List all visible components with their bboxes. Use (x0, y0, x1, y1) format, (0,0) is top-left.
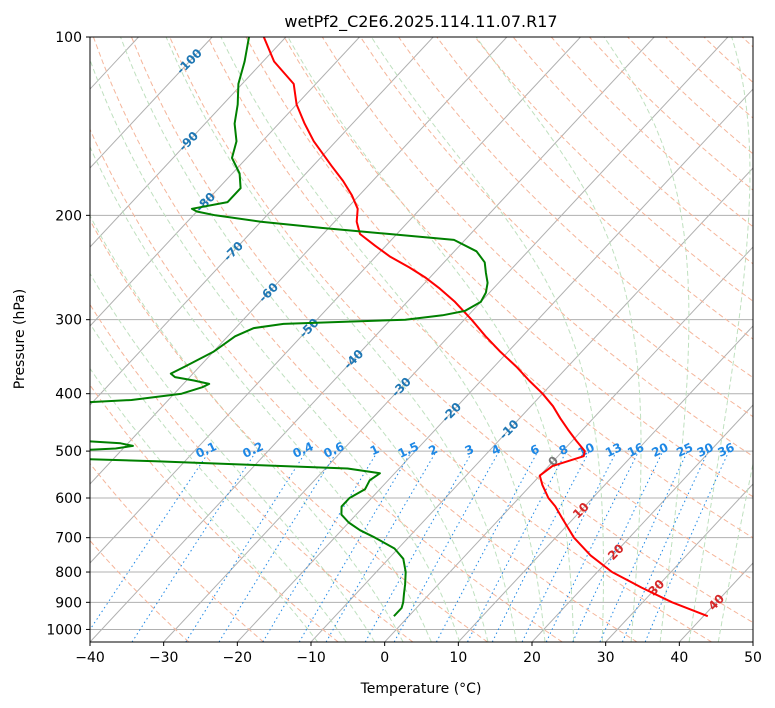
mixing-ratio-line (435, 450, 539, 642)
moist-adiabat (717, 461, 753, 642)
plot-frame (89, 36, 754, 643)
x-tick-label: 30 (597, 650, 615, 666)
isotherm-line (457, 325, 753, 642)
x-axis-label: Temperature (°C) (360, 681, 482, 697)
isotherm-line (163, 37, 729, 642)
mixing-ratio-line (545, 450, 640, 642)
dry-adiabat (436, 37, 753, 340)
y-tick-label: 600 (55, 491, 82, 507)
y-axis-ticks: 100 200 300 400 500 600 700 800 900 1000 (46, 30, 90, 638)
moist-adiabat (220, 37, 546, 642)
dry-adiabat (131, 37, 712, 642)
x-tick-label: −30 (149, 650, 179, 666)
dry-adiabat (321, 37, 753, 457)
x-axis-ticks: −40 −30 −20 −10 0 10 20 30 40 50 (75, 642, 762, 666)
mixing-ratio-label: 13 (603, 440, 624, 460)
x-tick-label: −20 (223, 650, 253, 666)
dry-adiabats (90, 37, 753, 642)
mixing-ratio-line (185, 450, 307, 642)
x-tick-label: 40 (670, 650, 688, 666)
dry-adiabat (90, 219, 488, 642)
mixing-ratio-line (218, 450, 338, 642)
moist-adiabat (120, 37, 489, 642)
isotherm-line (384, 246, 753, 642)
x-tick-label: −40 (75, 650, 105, 666)
mixing-ratio-line (599, 450, 689, 642)
moist-adiabat (90, 367, 319, 642)
dry-adiabat (474, 37, 753, 302)
isotherm-line (236, 88, 753, 642)
dry-adiabat (90, 539, 190, 642)
moist-adiabat (475, 37, 642, 642)
moist-adiabat (370, 37, 604, 642)
isotherm-line (90, 37, 213, 169)
moist-adiabat (287, 37, 575, 642)
y-tick-label: 100 (55, 30, 82, 46)
moist-adiabat (90, 272, 376, 642)
isotherm-line (605, 483, 753, 642)
x-tick-label: 20 (523, 650, 541, 666)
sounding-line (262, 37, 709, 618)
y-tick-label: 400 (55, 387, 82, 403)
mixing-ratio-label: 30 (695, 440, 716, 460)
dry-adiabat (90, 303, 414, 642)
mixing-ratio-line (90, 450, 211, 631)
dry-adiabat (90, 462, 264, 642)
sounding-series (90, 37, 709, 618)
dry-adiabat (90, 128, 563, 642)
x-tick-label: 10 (449, 650, 467, 666)
isotherm-line (90, 37, 287, 248)
y-axis-label: Pressure (hPa) (12, 289, 28, 389)
x-tick-label: 50 (744, 650, 762, 666)
moist-adiabat (603, 37, 690, 642)
y-tick-label: 800 (55, 565, 82, 581)
mixing-ratio-lines (90, 450, 730, 642)
dry-adiabat (360, 37, 753, 418)
dry-adiabat (245, 37, 753, 539)
mixing-ratio-line (572, 450, 664, 642)
mixing-ratio-label: 16 (625, 440, 646, 460)
x-tick-label: −10 (296, 650, 326, 666)
y-tick-label: 700 (55, 531, 82, 547)
sounding-line (90, 37, 489, 617)
isotherm-line (90, 37, 508, 485)
plot-background (90, 37, 753, 642)
mixing-ratio-label: 25 (674, 440, 695, 460)
isotherm-line (90, 37, 581, 564)
mixing-ratio-line (131, 450, 257, 642)
y-tick-label: 1000 (46, 622, 82, 638)
mixing-ratio-label: 20 (649, 440, 670, 460)
moist-adiabat (90, 322, 347, 642)
mixing-ratio-line (298, 450, 413, 642)
dry-adiabat (92, 37, 638, 642)
moist-adiabat (90, 214, 404, 642)
isotherm-gridlines (90, 37, 753, 642)
x-tick-label: 0 (380, 650, 389, 666)
y-tick-label: 200 (55, 208, 82, 224)
dry-adiabat (90, 384, 339, 642)
isotherm-line (90, 37, 360, 327)
mixing-ratio-line (325, 450, 437, 642)
dry-adiabat (283, 37, 753, 498)
isotherm-line (90, 37, 434, 406)
y-tick-label: 900 (55, 595, 82, 611)
chart-title: wetPf2_C2E6.2025.114.11.07.R17 (284, 12, 557, 32)
y-tick-label: 500 (55, 444, 82, 460)
isotherm-line (531, 404, 753, 642)
mixing-ratio-line (521, 450, 618, 642)
mixing-ratio-line (262, 450, 379, 642)
isotherm-line (90, 37, 655, 642)
y-tick-label: 300 (55, 313, 82, 329)
moist-adiabat (90, 58, 461, 642)
dry-adiabat (169, 37, 753, 624)
plot-area: -100-90-80-70-60-50-40-30-20-10010203040… (90, 37, 753, 642)
moist-adiabat (688, 37, 751, 642)
mixing-ratio-label: 36 (716, 440, 737, 460)
